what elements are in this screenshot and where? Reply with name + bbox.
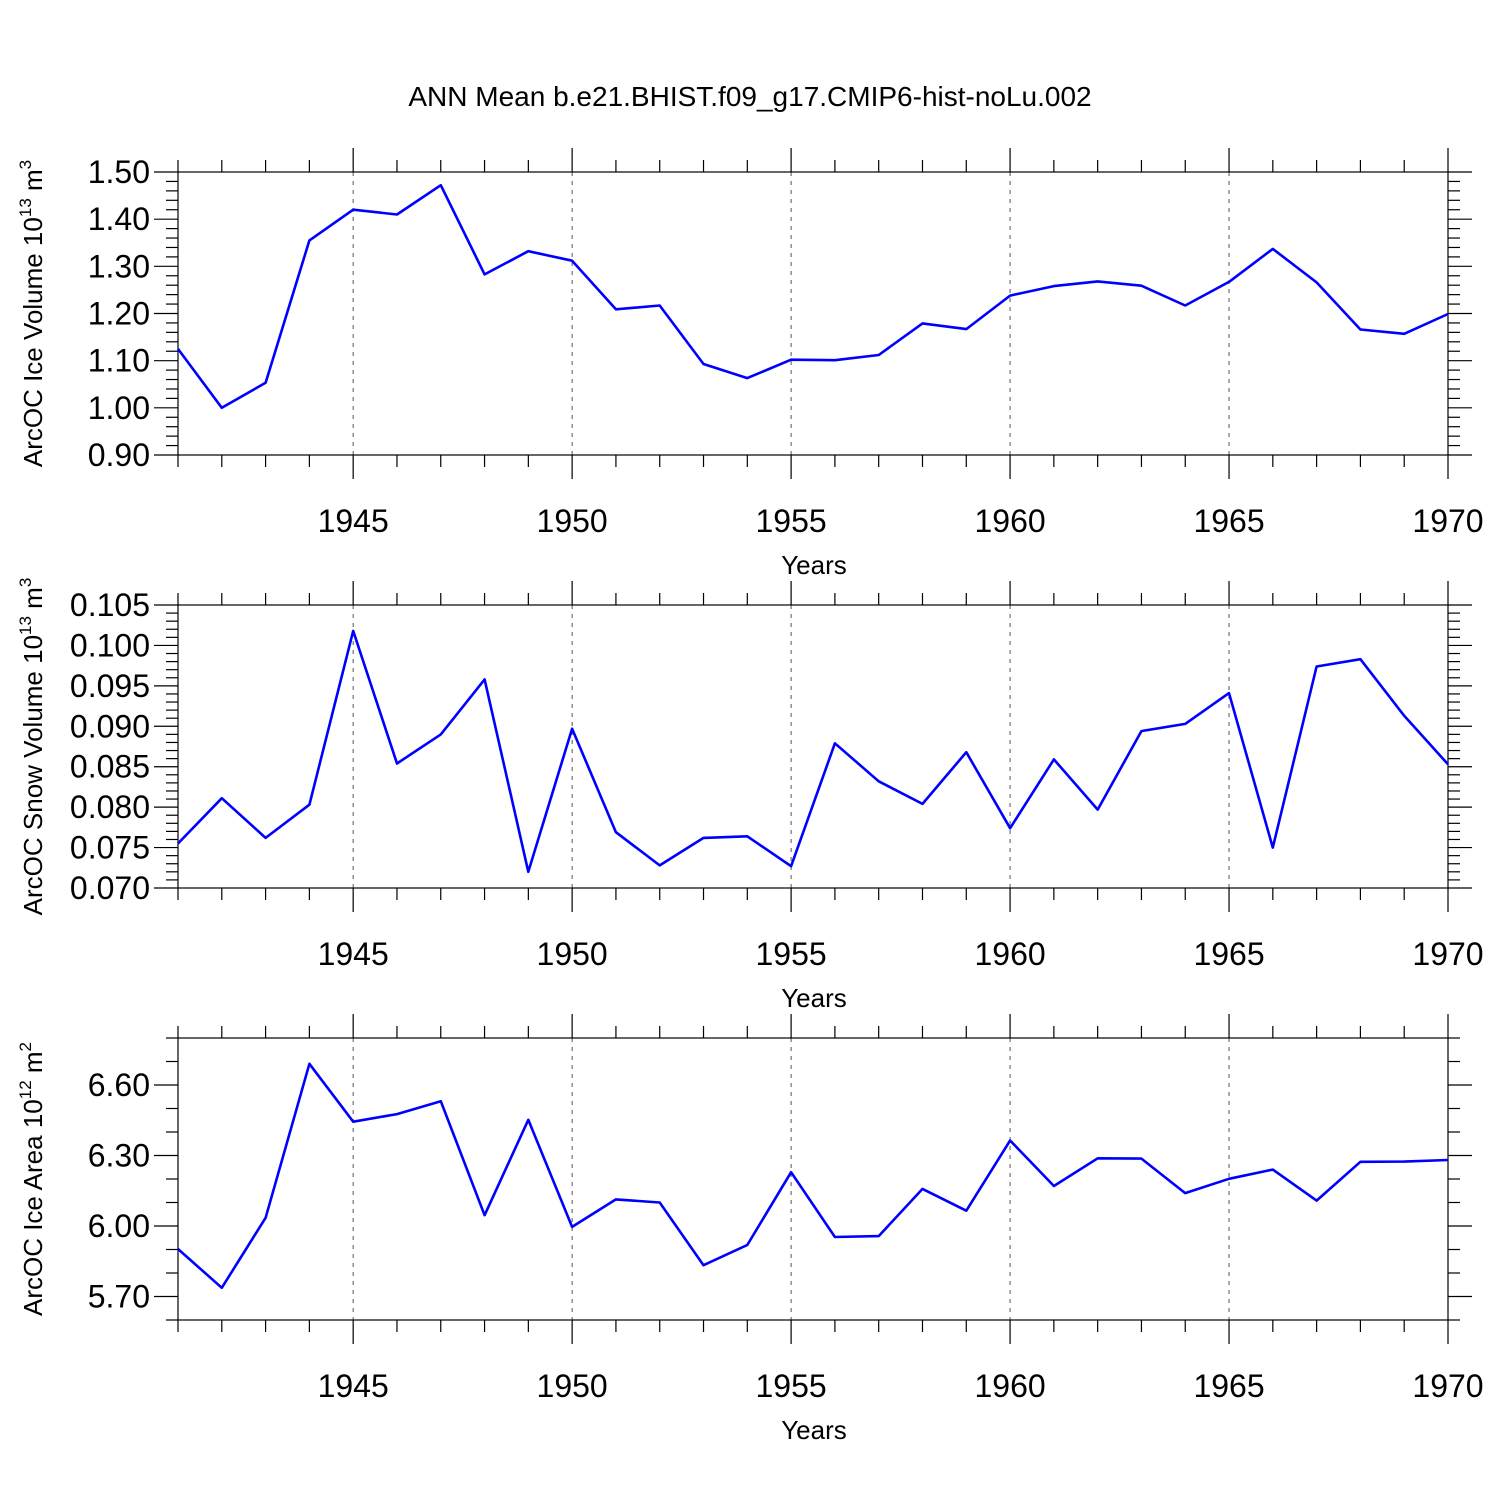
y-tick-label: 6.60 xyxy=(88,1067,150,1103)
series-line xyxy=(177,1062,1449,1290)
y-tick-label: 0.90 xyxy=(88,437,150,473)
panel-3: 5.70 6.00 6.30 6.60 1945 1950 1955 1960 1965 1970… xyxy=(16,1014,1484,1445)
x-tick-label: 1960 xyxy=(974,503,1045,539)
y-tick-label: 6.30 xyxy=(88,1138,150,1174)
panel-1: 0.90 1.00 1.10 1.20 1.30 1.40 1.50 1945 1950 1955… xyxy=(16,148,1484,580)
x-tick-label: 1960 xyxy=(974,936,1045,972)
x-tick-label: 1955 xyxy=(756,1368,827,1404)
panels: 0.90 1.00 1.10 1.20 1.30 1.40 1.50 1945 1950 1955… xyxy=(16,148,1484,1445)
y-axis-title-part: m xyxy=(18,1051,48,1080)
y-tick-label: 1.00 xyxy=(88,390,150,426)
y-tick-label: 1.20 xyxy=(88,296,150,332)
y-axis-title: ArcOC Ice Volume 1013 m3 xyxy=(16,160,48,467)
x-axis-title: Years xyxy=(781,550,847,580)
y-tick-label: 0.100 xyxy=(70,627,150,663)
y-axis-title-superscript: 3 xyxy=(16,160,35,169)
x-tick-label: 1965 xyxy=(1193,1368,1264,1404)
x-tick-label: 1970 xyxy=(1412,503,1483,539)
y-tick-label: 0.075 xyxy=(70,830,150,866)
y-axis-title-superscript: 13 xyxy=(16,198,35,217)
y-tick-label: 1.50 xyxy=(88,154,150,190)
y-axis-title-part: ArcOC Ice Area 10 xyxy=(18,1099,48,1316)
x-tick-label: 1970 xyxy=(1412,1368,1483,1404)
series-line xyxy=(177,629,1449,874)
y-tick-label: 1.40 xyxy=(88,201,150,237)
x-tick-label: 1965 xyxy=(1193,503,1264,539)
y-tick-label: 5.70 xyxy=(88,1279,150,1315)
y-tick-label: 0.070 xyxy=(70,870,150,906)
x-tick-label: 1950 xyxy=(537,936,608,972)
x-tick-label: 1960 xyxy=(974,1368,1045,1404)
y-tick-label: 0.085 xyxy=(70,749,150,785)
y-tick-label: 0.105 xyxy=(70,587,150,623)
plot-frame xyxy=(177,171,1449,456)
plot-frame xyxy=(177,1037,1449,1321)
x-tick-label: 1945 xyxy=(318,1368,389,1404)
y-tick-label: 1.10 xyxy=(88,343,150,379)
y-axis-title-superscript: 12 xyxy=(16,1080,35,1099)
y-axis-title-superscript: 13 xyxy=(16,616,35,635)
x-tick-label: 1945 xyxy=(318,503,389,539)
x-tick-label: 1955 xyxy=(756,936,827,972)
y-axis-title-part: m xyxy=(18,587,48,616)
x-tick-label: 1955 xyxy=(756,503,827,539)
x-tick-label: 1970 xyxy=(1412,936,1483,972)
x-tick-label: 1965 xyxy=(1193,936,1264,972)
y-tick-label: 0.090 xyxy=(70,708,150,744)
panel-2: 0.070 0.075 0.080 0.085 0.090 0.095 0.100 0.105… xyxy=(16,578,1484,1013)
y-tick-label: 6.00 xyxy=(88,1208,150,1244)
y-tick-label: 0.080 xyxy=(70,789,150,825)
y-tick-label: 0.095 xyxy=(70,668,150,704)
y-axis-title: ArcOC Ice Area 1012 m2 xyxy=(16,1042,48,1316)
x-tick-label: 1950 xyxy=(537,1368,608,1404)
x-tick-label: 1950 xyxy=(537,503,608,539)
y-axis-title-part: m xyxy=(18,169,48,198)
y-tick-label: 1.30 xyxy=(88,248,150,284)
chart-title: ANN Mean b.e21.BHIST.f09_g17.CMIP6-hist-… xyxy=(408,81,1091,112)
plot-frame xyxy=(177,604,1449,889)
y-axis-title-part: ArcOC Ice Volume 10 xyxy=(18,217,48,467)
x-axis-title: Years xyxy=(781,983,847,1013)
y-axis-title: ArcOC Snow Volume 1013 m3 xyxy=(16,578,48,916)
y-axis-title-superscript: 2 xyxy=(16,1042,35,1051)
y-axis-title-superscript: 3 xyxy=(16,578,35,587)
series-line xyxy=(176,183,1449,410)
x-tick-label: 1945 xyxy=(318,936,389,972)
y-axis-title-part: ArcOC Snow Volume 10 xyxy=(18,635,48,915)
x-axis-title: Years xyxy=(781,1415,847,1445)
